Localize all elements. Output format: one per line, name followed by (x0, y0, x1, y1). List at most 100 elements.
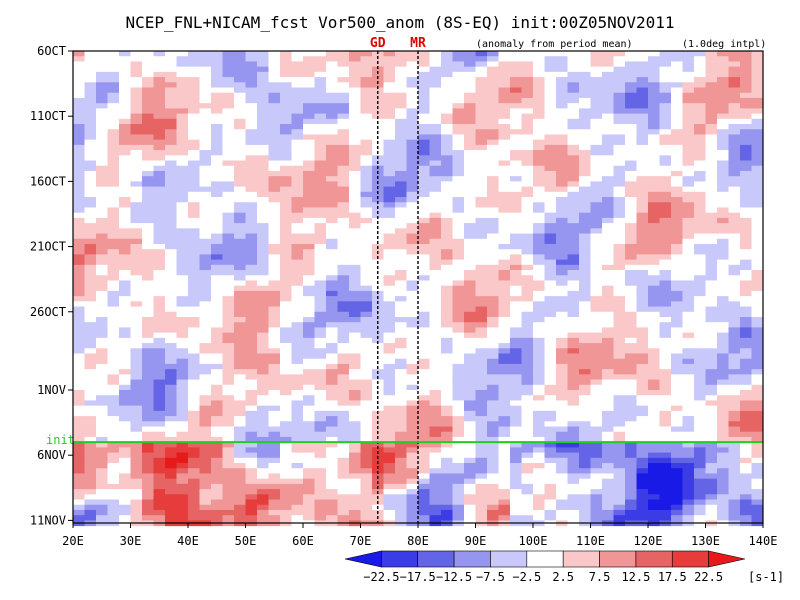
heatmap-cell (257, 51, 269, 57)
heatmap-cell (671, 71, 683, 78)
heatmap-cell (268, 264, 281, 271)
heatmap-cell (498, 87, 511, 94)
heatmap-cell (314, 343, 327, 349)
heatmap-cell (717, 207, 729, 214)
heatmap-cell (579, 275, 591, 281)
heatmap-cell (429, 405, 442, 412)
heatmap-cell (165, 296, 177, 302)
heatmap-cell (728, 134, 741, 141)
heatmap-cell (119, 223, 131, 229)
heatmap-cell (257, 129, 269, 135)
heatmap-cell (659, 160, 672, 167)
heatmap-cell (222, 181, 235, 188)
heatmap-cell (728, 447, 741, 454)
heatmap-cell (487, 249, 499, 255)
heatmap-cell (487, 134, 499, 141)
heatmap-cell (441, 316, 453, 323)
heatmap-cell (176, 103, 189, 109)
heatmap-cell (636, 395, 649, 401)
heatmap-cell (73, 280, 85, 287)
heatmap-cell (613, 134, 626, 141)
heatmap-cell (222, 51, 235, 57)
heatmap-cell (165, 473, 177, 480)
heatmap-cell (544, 71, 557, 78)
heatmap-cell (303, 223, 315, 229)
heatmap-cell (176, 290, 189, 297)
heatmap-cell (487, 390, 499, 396)
heatmap-cell (556, 374, 568, 381)
heatmap-cell (222, 191, 235, 198)
heatmap-cell (429, 202, 442, 208)
heatmap-cell (383, 468, 396, 474)
heatmap-cell (694, 442, 706, 448)
heatmap-cell (613, 363, 626, 370)
heatmap-cell (740, 442, 752, 448)
heatmap-cell (510, 254, 522, 261)
heatmap-cell (671, 165, 683, 172)
heatmap-cell (602, 238, 614, 245)
heatmap-cell (498, 108, 511, 115)
heatmap-cell (636, 197, 649, 203)
heatmap-cell (188, 379, 200, 386)
heatmap-cell (245, 249, 258, 255)
heatmap-cell (84, 311, 97, 318)
heatmap-cell (326, 353, 338, 360)
heatmap-cell (544, 207, 557, 214)
heatmap-cell (188, 400, 200, 407)
heatmap-cell (682, 369, 695, 375)
heatmap-cell (142, 468, 154, 474)
heatmap-cell (705, 405, 718, 412)
heatmap-cell (280, 97, 292, 104)
heatmap-cell (291, 306, 304, 313)
heatmap-cell (73, 264, 85, 271)
heatmap-cell (694, 348, 706, 354)
heatmap-cell (751, 436, 764, 443)
heatmap-cell (291, 176, 304, 182)
heatmap-cell (211, 165, 223, 172)
heatmap-cell (740, 405, 752, 412)
heatmap-cell (326, 442, 338, 448)
heatmap-cell (498, 384, 511, 391)
heatmap-cell (429, 51, 442, 57)
heatmap-cell (349, 311, 361, 318)
heatmap-cell (142, 363, 154, 370)
heatmap-cell (602, 431, 614, 438)
heatmap-cell (521, 181, 534, 188)
heatmap-cell (383, 197, 396, 203)
heatmap-cell (280, 327, 292, 334)
heatmap-cell (142, 384, 154, 391)
heatmap-cell (395, 348, 407, 354)
heatmap-cell (176, 301, 189, 308)
heatmap-cell (429, 155, 442, 162)
heatmap-cell (452, 374, 465, 381)
heatmap-cell (590, 238, 603, 245)
heatmap-cell (418, 358, 430, 365)
heatmap-cell (349, 400, 361, 407)
heatmap-cell (291, 322, 304, 328)
heatmap-cell (314, 97, 327, 104)
heatmap-cell (268, 197, 281, 203)
heatmap-cell (314, 160, 327, 167)
heatmap-cell (740, 264, 752, 271)
heatmap-cell (73, 144, 85, 151)
heatmap-cell (590, 436, 603, 443)
heatmap-cell (188, 66, 200, 73)
heatmap-cell (257, 369, 269, 375)
heatmap-cell (268, 254, 281, 261)
heatmap-cell (188, 51, 200, 57)
heatmap-cell (96, 264, 108, 271)
heatmap-cell (84, 395, 97, 401)
heatmap-cell (245, 228, 258, 235)
heatmap-cell (130, 410, 143, 417)
heatmap-cell (268, 327, 281, 334)
heatmap-cell (475, 71, 488, 78)
heatmap-cell (487, 416, 499, 422)
heatmap-cell (360, 254, 373, 261)
heatmap-cell (268, 358, 281, 365)
heatmap-cell (245, 108, 258, 115)
heatmap-cell (567, 400, 580, 407)
heatmap-cell (441, 228, 453, 235)
heatmap-cell (740, 176, 752, 182)
heatmap-cell (671, 457, 683, 464)
heatmap-cell (107, 322, 120, 328)
